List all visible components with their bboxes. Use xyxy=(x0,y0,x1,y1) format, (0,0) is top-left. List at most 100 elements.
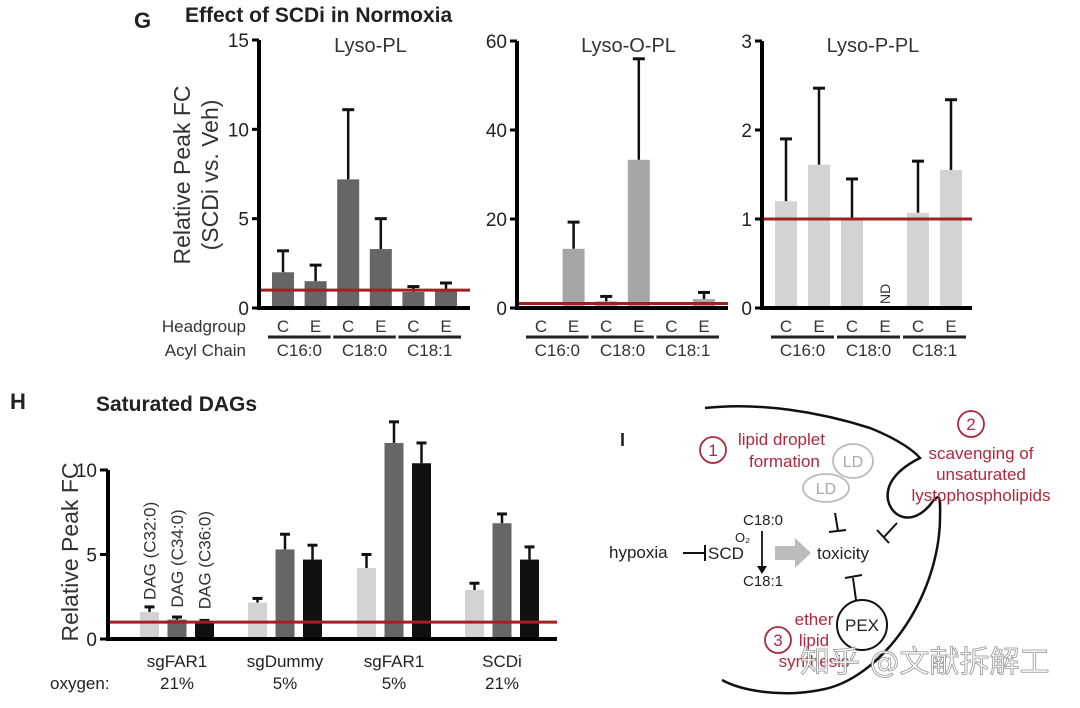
headgroup-label: E xyxy=(375,317,386,336)
lyso-pl-chart: Lyso-PL C E C E C E 0 5 10 15 C16:0 C18:0 C18:1 xyxy=(228,31,470,360)
hypoxia-label: hypoxia xyxy=(609,543,668,562)
oxygen-label: 5% xyxy=(382,674,407,693)
oxygen-label: 5% xyxy=(273,674,298,693)
bar xyxy=(492,523,512,639)
group-label: sgFAR1 xyxy=(364,652,424,671)
scd-label: SCD xyxy=(708,544,744,563)
bar xyxy=(140,611,159,639)
ld-label-2: LD xyxy=(816,481,836,498)
bar xyxy=(627,159,650,308)
headgroup-label: E xyxy=(440,317,451,336)
toxicity-label: toxicity xyxy=(817,544,869,563)
bar xyxy=(167,619,187,639)
pex-circle xyxy=(836,599,888,651)
y-tick-label: 20 xyxy=(486,210,507,231)
headgroup-label: E xyxy=(633,317,644,336)
headgroup-label: C xyxy=(846,317,858,336)
bar xyxy=(775,201,797,308)
step-3-circle xyxy=(764,626,792,654)
step-2-label-line1: scavenging of xyxy=(929,444,1034,463)
step-2-label-line3: lystophospholipids xyxy=(912,486,1051,505)
step-1-label-line2: formation xyxy=(749,452,820,471)
y-tick-label: 5 xyxy=(86,546,97,567)
legend-label: DAG (C32:0) xyxy=(141,502,160,600)
headgroup-label: C xyxy=(600,317,612,336)
step-2-label-line2: unsaturated xyxy=(936,465,1026,484)
saturated-dags-chart: sgFAR1 21% sgDummy 5% sgFAR1 5% SCDi 21% DAG (C3… xyxy=(76,420,557,693)
acyl-chain-label: C18:0 xyxy=(342,341,387,360)
acyl-chain-label: C18:1 xyxy=(665,341,710,360)
bar xyxy=(808,164,830,308)
legend-label: DAG (C36:0) xyxy=(196,511,215,609)
acyl-chain-row-label: Acyl Chain xyxy=(165,341,246,360)
watermark: 知乎 @文献拆解工 xyxy=(800,645,1050,680)
headgroup-row-label: Headgroup xyxy=(162,317,246,336)
panel-g-ylabel-line2: (SCDi vs. Veh) xyxy=(197,100,223,251)
y-tick-label: 40 xyxy=(486,121,507,142)
panel-g-title: Effect of SCDi in Normoxia xyxy=(185,4,453,27)
bar xyxy=(841,219,863,308)
arrowhead-icon xyxy=(757,566,767,574)
legend-label: DAG (C34:0) xyxy=(168,509,187,607)
headgroup-label: C xyxy=(342,317,354,336)
step-3-number: 3 xyxy=(773,631,782,650)
chart-title: Lyso-PL xyxy=(334,35,407,57)
c18-0-label: C18:0 xyxy=(743,512,783,529)
headgroup-label: C xyxy=(665,317,677,336)
headgroup-label: E xyxy=(813,317,824,336)
lipid-droplet-icon xyxy=(802,473,850,503)
step-1-number: 1 xyxy=(708,441,717,460)
y-tick-label: 2 xyxy=(741,121,752,142)
bar xyxy=(402,291,425,308)
inhibition-markers xyxy=(828,512,898,601)
headgroup-label: C xyxy=(407,317,419,336)
acyl-chain-label: C18:1 xyxy=(407,341,452,360)
step-2-circle xyxy=(957,410,985,438)
bar xyxy=(384,442,404,639)
bar xyxy=(562,248,585,308)
bar xyxy=(337,179,360,308)
headgroup-label: E xyxy=(879,317,890,336)
acyl-chain-label: C16:0 xyxy=(277,341,322,360)
y-tick-label: 3 xyxy=(741,32,752,53)
nd-annotation: ND xyxy=(877,284,893,304)
acyl-chain-label: C18:0 xyxy=(600,341,645,360)
ld-label-1: LD xyxy=(843,454,863,471)
step-1-label-line1: lipid droplet xyxy=(738,430,825,449)
bar xyxy=(357,568,376,639)
y-tick-label: 10 xyxy=(228,120,249,141)
headgroup-label: E xyxy=(945,317,956,336)
pex-label: PEX xyxy=(845,616,879,635)
panel-i-diagram: I 1 lipid droplet formation LD LD 2 scav… xyxy=(609,405,1051,695)
lyso-p-pl-chart: Lyso-P-PL C E C E C E ND 0 1 2 3 C16:0 C18:0 C18:1 xyxy=(741,32,972,360)
group-label: sgFAR1 xyxy=(147,652,207,671)
gray-arrow-icon xyxy=(775,538,811,568)
c18-1-label: C18:1 xyxy=(743,573,783,590)
y-tick-label: 60 xyxy=(486,32,507,53)
bar xyxy=(275,549,295,639)
y-tick-label: 5 xyxy=(238,210,249,231)
group-label: SCDi xyxy=(482,652,522,671)
panel-h-letter: H xyxy=(10,389,26,414)
headgroup-label: E xyxy=(310,317,321,336)
y-tick-label: 15 xyxy=(228,31,249,52)
y-tick-label: 0 xyxy=(741,299,752,320)
headgroup-label: C xyxy=(912,317,924,336)
bar xyxy=(369,249,392,308)
o2-label: O₂ xyxy=(735,530,750,545)
oxygen-label: 21% xyxy=(160,674,194,693)
y-tick-label: 10 xyxy=(76,461,97,482)
headgroup-label: C xyxy=(535,317,547,336)
panel-i-letter: I xyxy=(620,430,625,450)
lipid-droplet-icon xyxy=(832,443,874,479)
group-label: sgDummy xyxy=(247,652,324,671)
lyso-o-pl-chart: Lyso-O-PL C E C E C E 0 20 40 60 C16:0 C18:0 C18:1 xyxy=(486,32,728,360)
headgroup-label: E xyxy=(568,317,579,336)
bar xyxy=(940,170,962,308)
y-tick-label: 1 xyxy=(741,210,752,231)
acyl-chain-label: C16:0 xyxy=(780,341,825,360)
oxygen-label: 21% xyxy=(485,674,519,693)
acyl-chain-label: C18:0 xyxy=(846,341,891,360)
chart-title: Lyso-O-PL xyxy=(581,35,676,57)
y-tick-label: 0 xyxy=(496,299,507,320)
